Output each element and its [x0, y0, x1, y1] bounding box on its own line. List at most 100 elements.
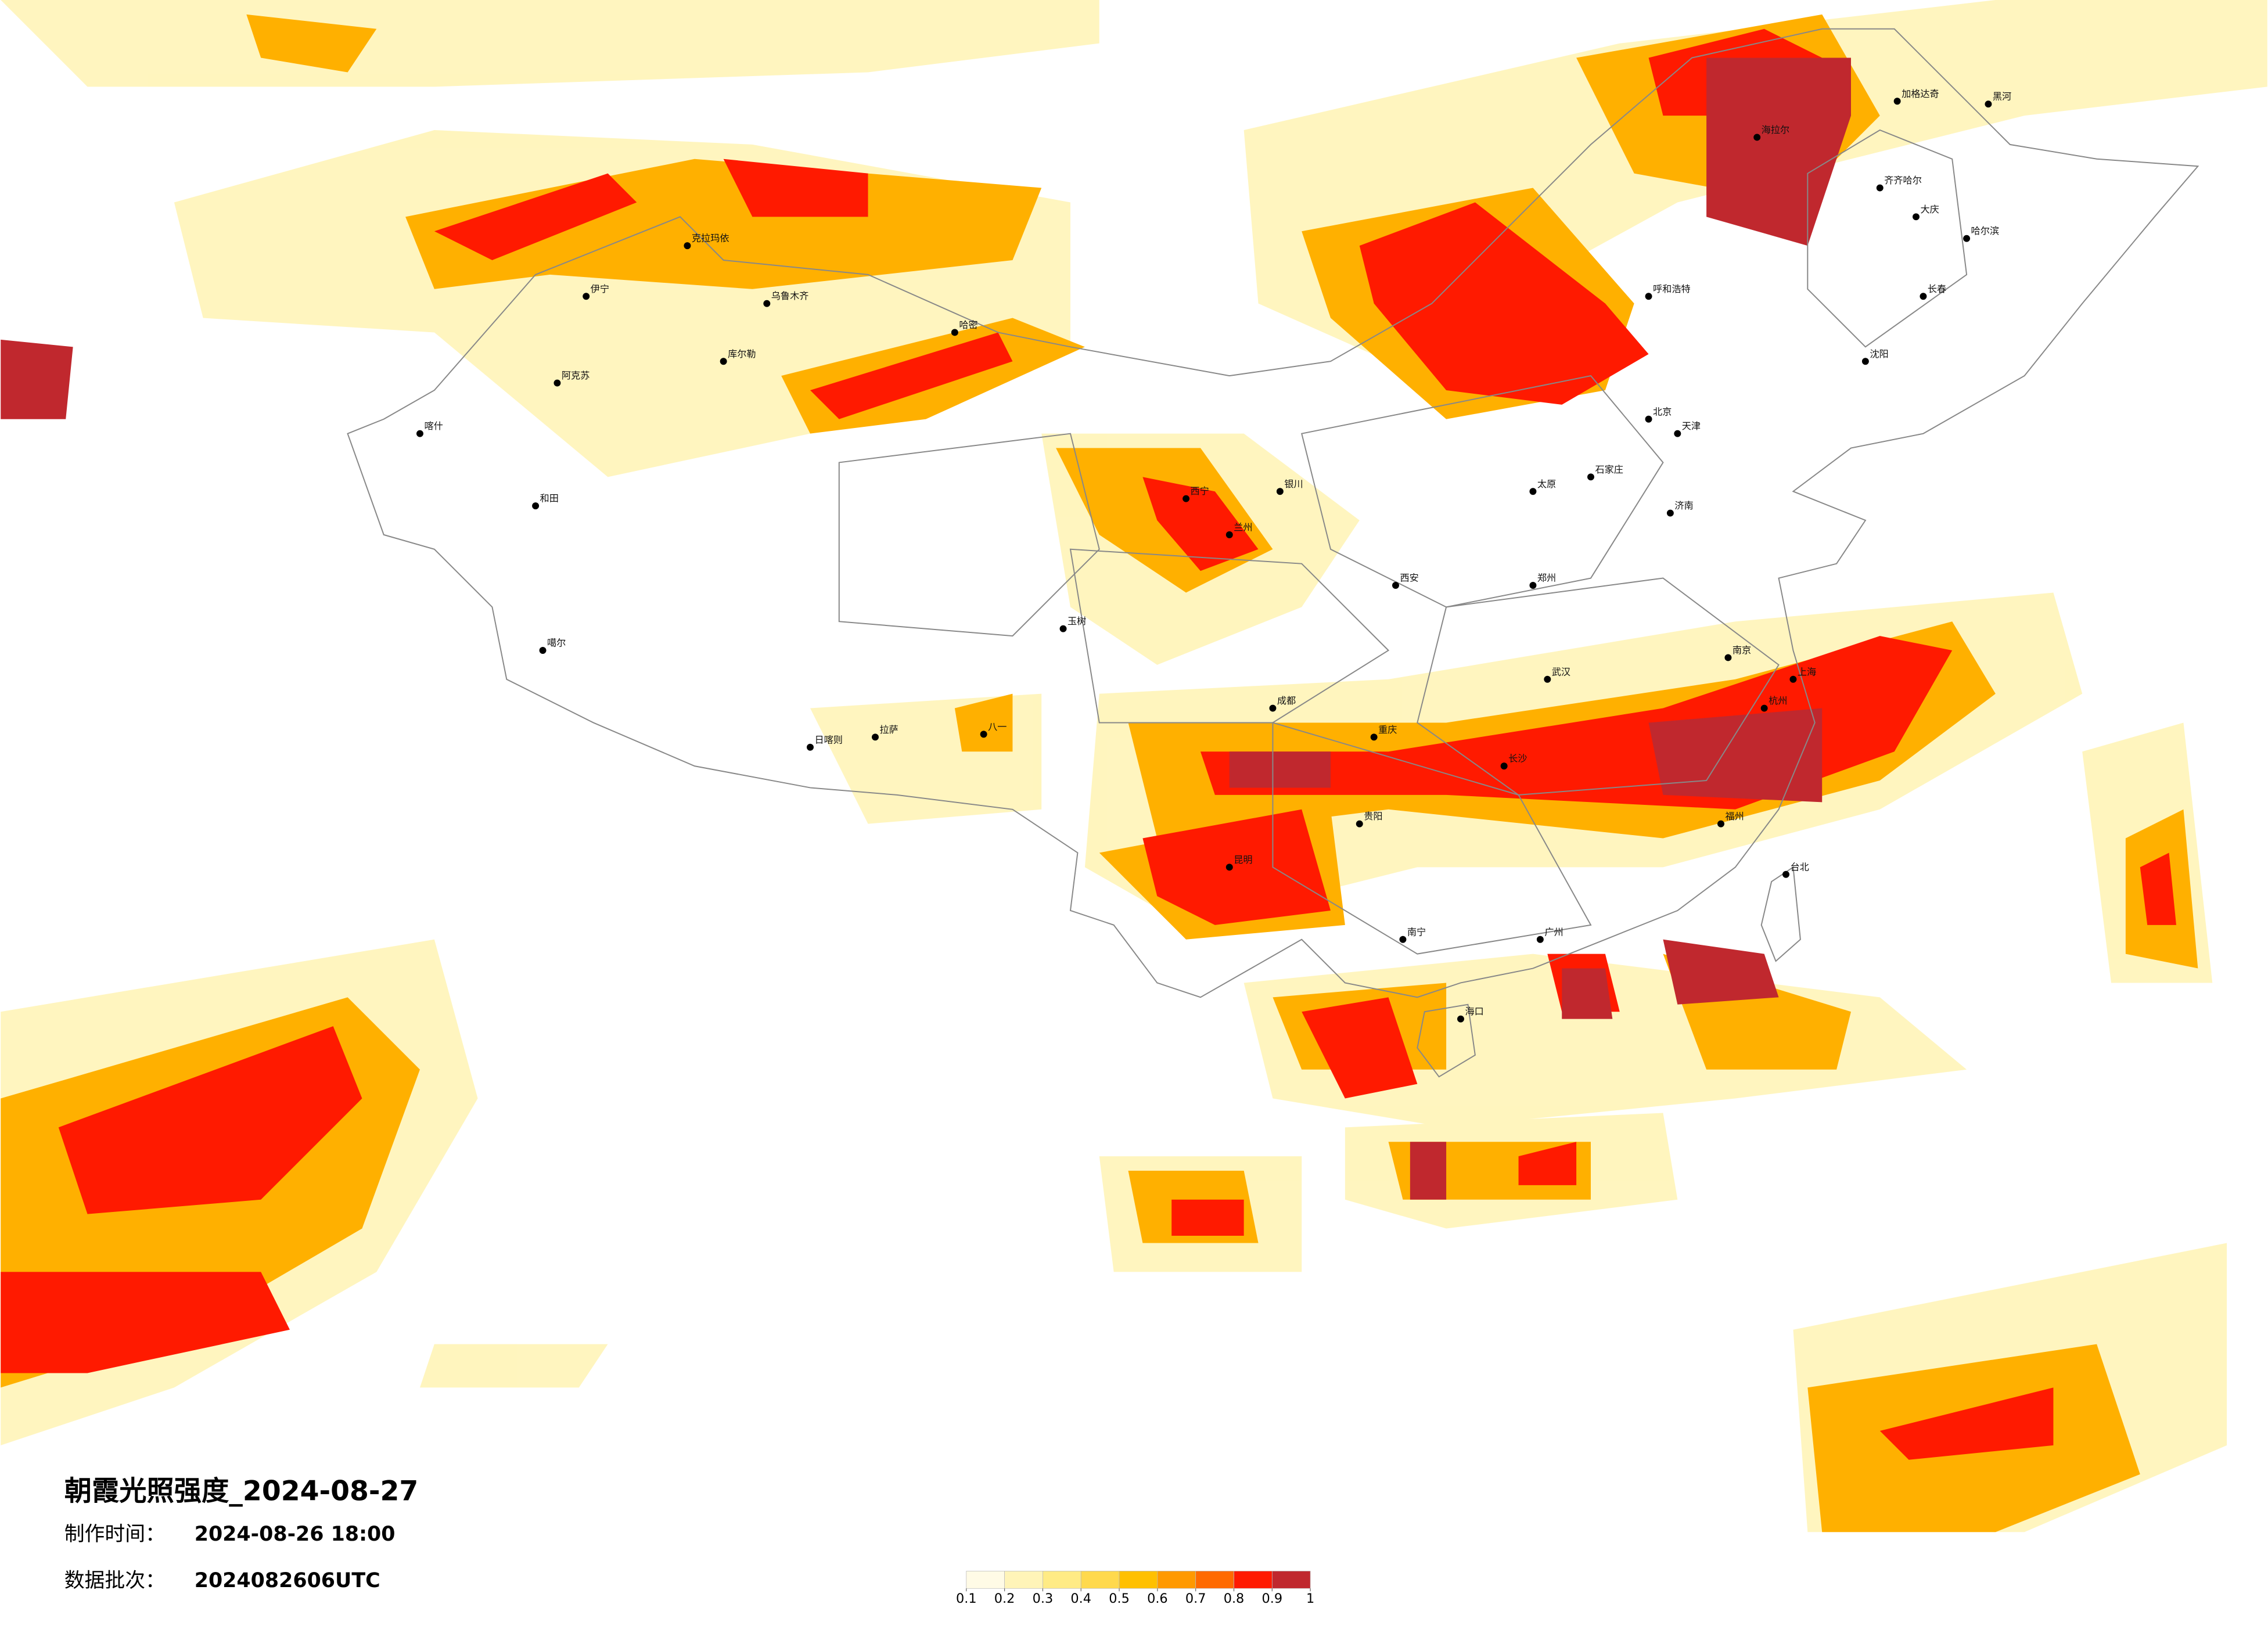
colorbar-swatch: [966, 1571, 1005, 1589]
city-dot: [1529, 582, 1537, 589]
city-label: 台北: [1790, 861, 1809, 872]
city-dot: [1913, 213, 1920, 221]
colorbar-label: 0.7: [1185, 1591, 1206, 1606]
city-label: 喀什: [424, 420, 443, 431]
city-label: 昆明: [1234, 854, 1252, 865]
city-dot: [1399, 936, 1407, 943]
city-label: 哈尔滨: [1971, 225, 1999, 236]
city-dot: [1059, 625, 1067, 632]
info-panel: 朝霞光照强度_2024-08-27 制作时间： 2024-08-26 18:00…: [64, 1475, 419, 1592]
city-label: 哈密: [959, 319, 977, 330]
batch-label: 数据批次：: [64, 1569, 166, 1592]
colorbar-label: 0.8: [1224, 1591, 1245, 1606]
city-label: 贵阳: [1364, 811, 1382, 822]
made-label: 制作时间：: [64, 1523, 166, 1546]
colorbar-label: 0.3: [1033, 1591, 1054, 1606]
city-dot: [1457, 1015, 1464, 1023]
city-dot: [1392, 582, 1399, 589]
batch-value: 2024082606UTC: [195, 1569, 380, 1592]
city-dot: [1789, 675, 1797, 683]
city-label: 伊宁: [591, 283, 609, 294]
city-label: 南京: [1733, 645, 1751, 656]
city-dot: [1985, 100, 1992, 108]
city-label: 济南: [1674, 500, 1693, 511]
city-label: 沈阳: [1870, 348, 1888, 359]
city-label: 西安: [1400, 573, 1418, 584]
city-dot: [1269, 704, 1277, 712]
city-dot: [1225, 864, 1233, 871]
colorbar: 0.1 0.2 0.3 0.4 0.5 0.6 0.7 0.8 0.9 1: [956, 1571, 1314, 1606]
colorbar-swatch: [1043, 1571, 1081, 1589]
colorbar-swatch: [1234, 1571, 1273, 1589]
city-label: 阿克苏: [562, 370, 590, 381]
city-label: 大庆: [1920, 204, 1939, 215]
colorbar-swatch: [1004, 1571, 1043, 1589]
colorbar-label: 0.2: [994, 1591, 1015, 1606]
city-dot: [951, 329, 958, 336]
colorbar-swatch: [1119, 1571, 1158, 1589]
boundaries: [347, 28, 2199, 1078]
city-dot: [1370, 733, 1378, 741]
city-label: 武汉: [1552, 666, 1570, 677]
city-dot: [980, 731, 987, 738]
city-dot: [1717, 820, 1724, 828]
city-label: 玉树: [1067, 616, 1086, 627]
city-dot: [583, 293, 590, 300]
city-label: 黑河: [1993, 91, 2011, 102]
city-label: 拉萨: [879, 724, 898, 735]
city-dot: [1753, 134, 1761, 141]
city-label: 和田: [540, 493, 559, 504]
city-dot: [1782, 870, 1789, 878]
made-value: 2024-08-26 18:00: [195, 1523, 396, 1546]
city-label: 库尔勒: [728, 348, 756, 359]
city-dot: [1861, 358, 1869, 365]
city-label: 天津: [1682, 420, 1701, 431]
city-label: 长沙: [1508, 753, 1527, 764]
city-dot: [1893, 98, 1901, 105]
city-label: 太原: [1537, 479, 1556, 490]
city-dot: [1760, 704, 1768, 712]
colorbar-label: 1: [1306, 1591, 1314, 1606]
city-label: 加格达奇: [1902, 88, 1939, 99]
city-dot: [539, 647, 547, 654]
city-dot: [1276, 488, 1284, 495]
city-label: 海口: [1465, 1006, 1483, 1017]
city-label: 广州: [1544, 926, 1563, 937]
city-dot: [872, 733, 879, 741]
city-dot: [1529, 488, 1537, 495]
map-title: 朝霞光照强度_2024-08-27: [64, 1475, 419, 1507]
city-dot: [1356, 820, 1363, 828]
city-label: 呼和浩特: [1653, 283, 1691, 294]
city-label: 南宁: [1407, 926, 1426, 937]
colorbar-label: 0.5: [1109, 1591, 1130, 1606]
city-dot: [1225, 531, 1233, 538]
city-dot: [684, 242, 691, 250]
city-label: 西宁: [1191, 485, 1209, 497]
city-label: 海拉尔: [1762, 124, 1789, 135]
city-dot: [1724, 654, 1732, 661]
city-label: 福州: [1725, 811, 1744, 822]
city-dot: [1674, 430, 1681, 437]
colorbar-swatch: [1271, 1571, 1311, 1589]
city-dot: [1544, 675, 1551, 683]
city-label: 郑州: [1537, 573, 1556, 584]
colorbar-swatch: [1195, 1571, 1234, 1589]
city-dot: [1645, 415, 1652, 423]
city-label: 成都: [1277, 695, 1296, 706]
city-label: 乌鲁木齐: [771, 290, 809, 301]
city-dot: [807, 743, 814, 751]
colorbar-label: 0.4: [1070, 1591, 1091, 1606]
city-label: 银川: [1284, 479, 1303, 490]
colorbar-swatch: [1080, 1571, 1120, 1589]
city-dot: [1587, 473, 1594, 481]
city-dot: [1920, 293, 1927, 300]
city-dot: [1182, 495, 1190, 502]
city-dot: [1963, 235, 1971, 242]
city-label: 兰州: [1234, 521, 1252, 533]
colorbar-label: 0.9: [1262, 1591, 1283, 1606]
city-label: 石家庄: [1595, 464, 1623, 475]
city-dot: [1666, 509, 1674, 517]
city-dot: [416, 430, 423, 437]
